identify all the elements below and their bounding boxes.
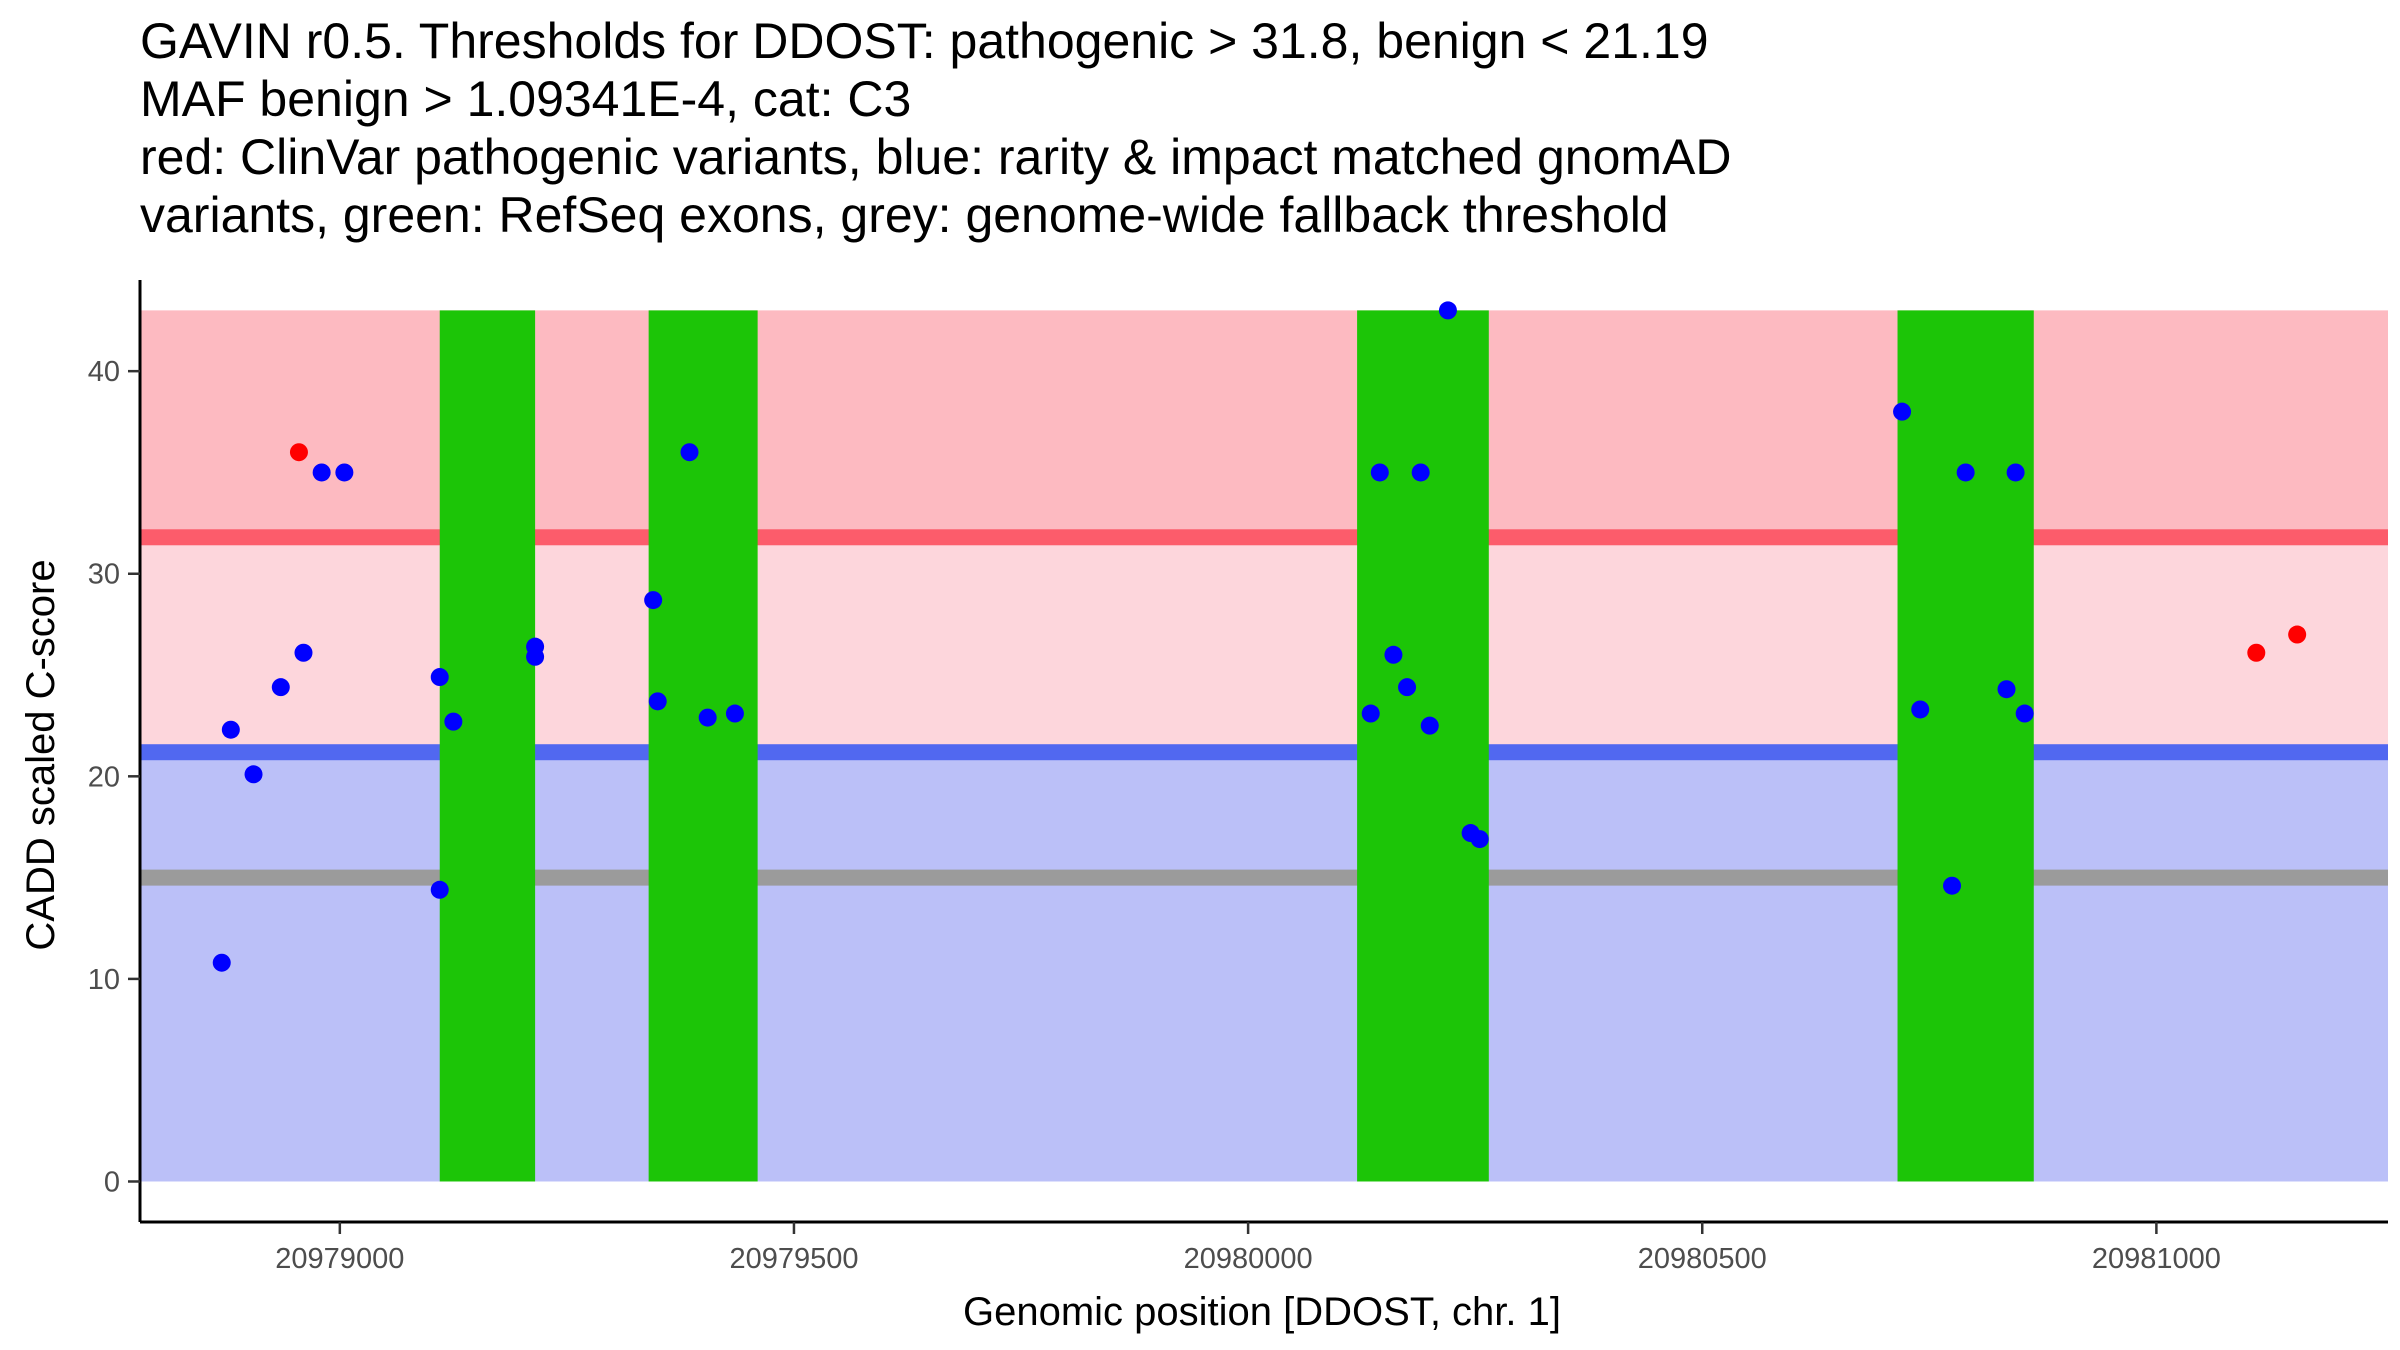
y-tick-label-30: 30 — [88, 559, 120, 591]
y-axis-title: CADD scaled C-score — [19, 559, 63, 950]
gnomad-matched-point-17 — [725, 704, 744, 723]
x-tick-label-20980000: 20980000 — [1184, 1243, 1313, 1275]
exon-bars — [439, 310, 2034, 1182]
gnomad-matched-point-13 — [644, 591, 663, 610]
gnomad-matched-point-7 — [335, 463, 354, 482]
gnomad-matched-point-4 — [271, 678, 290, 697]
title-line-4: variants, green: RefSeq exons, grey: gen… — [140, 187, 1669, 243]
gnomad-matched-point-30 — [1956, 463, 1975, 482]
title-line-2: MAF benign > 1.09341E-4, cat: C3 — [140, 71, 912, 127]
chart-title: GAVIN r0.5. Thresholds for DDOST: pathog… — [140, 12, 2340, 244]
gnomad-matched-point-32 — [2006, 463, 2025, 482]
gnomad-matched-point-24 — [1438, 301, 1457, 320]
gnomad-matched-point-20 — [1384, 645, 1403, 664]
clinvar-pathogenic-point-1 — [289, 443, 308, 462]
title-line-1: GAVIN r0.5. Thresholds for DDOST: pathog… — [140, 13, 1709, 69]
gnomad-matched-point-8 — [430, 668, 449, 687]
y-tick-label-20: 20 — [88, 761, 120, 793]
gnomad-matched-point-14 — [648, 692, 667, 711]
clinvar-pathogenic-point-2 — [2247, 643, 2266, 662]
gnomad-matched-point-29 — [1943, 876, 1962, 895]
exon-bar-4 — [1897, 310, 2034, 1182]
gnomad-matched-point-23 — [1420, 716, 1439, 735]
clinvar-pathogenic-point-3 — [2288, 625, 2307, 644]
gnomad-matched-point-28 — [1911, 700, 1930, 719]
gnomad-matched-point-33 — [2015, 704, 2034, 723]
exon-bar-3 — [1357, 310, 1489, 1182]
gnomad-matched-point-16 — [698, 708, 717, 727]
y-tick-label-10: 10 — [88, 964, 120, 996]
gnomad-matched-point-26 — [1470, 830, 1489, 849]
gnomad-matched-point-15 — [680, 443, 699, 462]
exon-bar-1 — [439, 310, 536, 1182]
title-line-3: red: ClinVar pathogenic variants, blue: … — [140, 129, 1732, 185]
gnomad-matched-point-3 — [244, 765, 263, 784]
gnomad-matched-point-2 — [221, 720, 240, 739]
gnomad-matched-point-9 — [430, 880, 449, 899]
gnomad-matched-point-21 — [1398, 678, 1417, 697]
gnomad-matched-point-27 — [1893, 402, 1912, 421]
gnomad-matched-point-19 — [1370, 463, 1389, 482]
gnomad-matched-point-10 — [444, 712, 463, 731]
x-tick-label-20981000: 20981000 — [2092, 1243, 2221, 1275]
gnomad-matched-point-1 — [212, 953, 231, 972]
y-tick-label-0: 0 — [104, 1166, 120, 1198]
gnomad-matched-point-22 — [1411, 463, 1430, 482]
exon-bar-2 — [648, 310, 758, 1182]
gnomad-matched-point-6 — [312, 463, 331, 482]
gnomad-matched-point-12 — [526, 647, 545, 666]
x-tick-label-20979000: 20979000 — [275, 1243, 404, 1275]
variant-points — [212, 301, 2307, 972]
gnomad-matched-point-31 — [1997, 680, 2016, 699]
x-tick-label-20980500: 20980500 — [1638, 1243, 1767, 1275]
x-axis-title: Genomic position [DDOST, chr. 1] — [963, 1290, 1561, 1334]
y-tick-label-40: 40 — [88, 356, 120, 388]
gnomad-matched-point-5 — [294, 643, 313, 662]
x-tick-label-20979500: 20979500 — [729, 1243, 858, 1275]
gnomad-matched-point-18 — [1361, 704, 1380, 723]
axes: 0 10 20 30 40 20979000 20979500 20980000 2098050… — [88, 280, 2388, 1275]
